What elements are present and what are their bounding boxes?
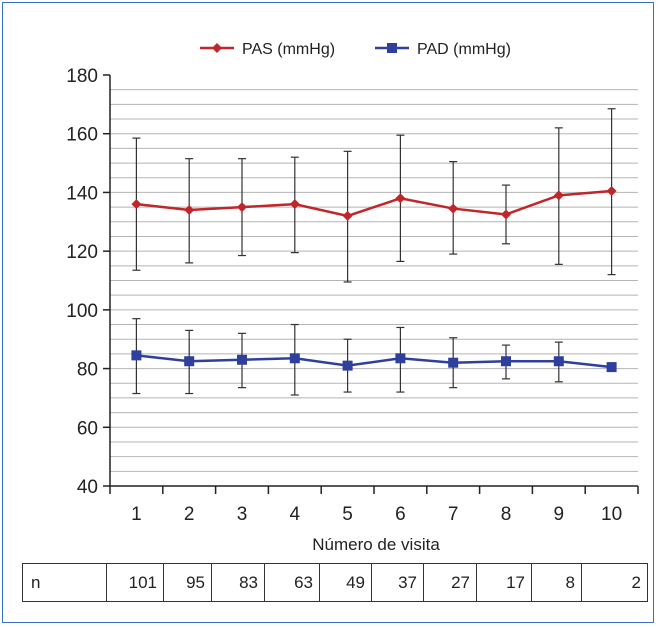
n-table-row: n 101 95 83 63 49 37 27 17 8 2: [22, 563, 648, 602]
x-tick-label: 3: [237, 504, 248, 525]
y-tick-label: 180: [66, 66, 98, 87]
y-tick-label: 100: [66, 301, 98, 322]
chart: 40 60 80 100 120 140 160 180 1 2 3 4 5 6 7 8 9 10 PAS (m…: [66, 41, 639, 554]
y-tick-label: 60: [77, 418, 98, 439]
n-table: n 101 95 83 63 49 37 27 17 8 2: [22, 563, 648, 602]
n-value-cell: 27: [423, 563, 477, 602]
x-tick-label: 9: [554, 504, 565, 525]
data-point: [553, 356, 564, 367]
data-point: [606, 185, 617, 196]
n-value-cell: 83: [211, 563, 265, 602]
n-value-cell: 8: [531, 563, 582, 602]
data-point: [501, 209, 511, 220]
data-point: [448, 357, 459, 368]
y-tick-label: 140: [66, 183, 98, 204]
data-point: [395, 193, 406, 204]
n-value-cell: 95: [163, 563, 212, 602]
data-point: [289, 353, 300, 364]
n-value-cell: 101: [106, 563, 164, 602]
data-point: [501, 356, 511, 367]
data-point: [342, 360, 353, 371]
data-point: [237, 354, 247, 365]
series-line: [136, 189, 612, 218]
data-point: [184, 205, 195, 216]
x-tick-label: 7: [448, 504, 459, 525]
x-axis-ticks: 1 2 3 4 5 6 7 8 9 10: [109, 486, 639, 525]
y-tick-label: 80: [77, 360, 98, 381]
data-point: [395, 353, 406, 364]
legend-label: PAS (mmHg): [242, 41, 335, 58]
y-axis-ticks: 40 60 80 100 120 140 160 180: [66, 66, 110, 498]
legend-marker: [387, 43, 397, 53]
data-point: [184, 356, 195, 367]
n-value-cell: 17: [476, 563, 532, 602]
x-tick-label: 8: [501, 504, 512, 525]
x-tick-label: 2: [184, 504, 195, 525]
x-tick-label: 4: [290, 504, 301, 525]
legend: PAS (mmHg) PAD (mmHg): [200, 41, 511, 58]
data-point: [131, 350, 142, 361]
n-value-cell: 49: [319, 563, 372, 602]
legend-item-1: PAS (mmHg): [200, 41, 335, 58]
x-tick-label: 5: [342, 504, 353, 525]
n-value-cell: 63: [264, 563, 320, 602]
series-2: [131, 318, 617, 396]
series-1: [131, 108, 617, 283]
x-tick-label: 10: [601, 504, 622, 525]
data-point: [342, 210, 353, 221]
n-label-cell: n: [22, 563, 107, 602]
n-value-cell: 37: [371, 563, 424, 602]
data-point: [131, 199, 142, 210]
legend-label: PAD (mmHg): [417, 41, 511, 58]
data-point: [553, 190, 564, 201]
series-layer: [131, 108, 617, 396]
data-point: [289, 199, 300, 210]
data-point: [237, 202, 247, 213]
x-axis-label: Número de visita: [312, 535, 440, 554]
y-tick-label: 120: [66, 242, 98, 263]
legend-item-2: PAD (mmHg): [375, 41, 511, 58]
y-tick-label: 40: [77, 477, 98, 498]
data-point: [448, 203, 459, 214]
data-point: [606, 362, 617, 373]
n-value-cell: 2: [581, 563, 648, 602]
y-tick-label: 160: [66, 125, 98, 146]
series-line: [136, 354, 612, 369]
legend-marker: [212, 43, 222, 53]
x-tick-label: 6: [395, 504, 406, 525]
x-tick-label: 1: [131, 504, 142, 525]
